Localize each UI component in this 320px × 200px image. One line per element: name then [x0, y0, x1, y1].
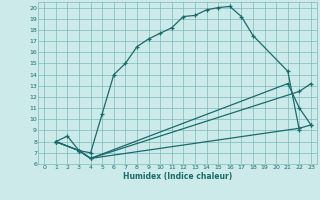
X-axis label: Humidex (Indice chaleur): Humidex (Indice chaleur) — [123, 172, 232, 181]
